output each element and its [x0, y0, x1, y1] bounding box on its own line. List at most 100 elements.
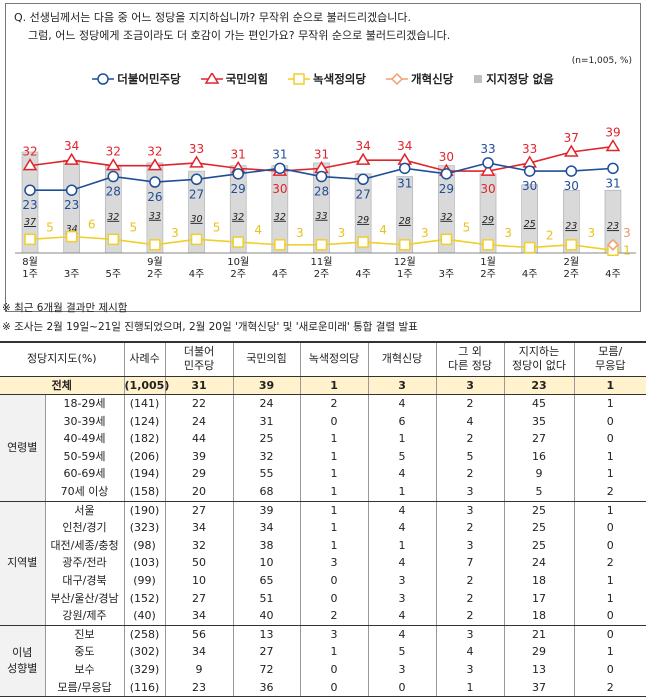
data-point: [606, 238, 620, 251]
table-cell: 16: [503, 447, 575, 466]
table-cell: 1: [299, 501, 369, 520]
table-cell: 27: [232, 643, 301, 661]
table-cell: 4: [367, 625, 437, 644]
table-cell: 31: [164, 376, 234, 396]
table-cell: 1: [299, 483, 369, 502]
table-cell: 0: [573, 536, 646, 555]
row-label: 서울: [74, 503, 95, 517]
table-cell: 2: [435, 607, 505, 626]
table-cell: 3: [367, 589, 437, 608]
table-cell: 1: [573, 501, 646, 520]
table-cell: 72: [232, 661, 301, 679]
table-cell: 0: [573, 519, 646, 537]
data-label: 3: [587, 226, 595, 240]
x-tick-label: 2주: [564, 269, 580, 280]
x-tick-label: 4주: [522, 269, 538, 280]
data-label: 23: [22, 198, 37, 212]
x-tick-label: 8월: [22, 256, 38, 268]
table-cell: 25: [232, 430, 301, 448]
data-label: 30: [272, 182, 287, 196]
legend-label: 개혁신당: [410, 72, 454, 86]
table-cell: 4: [435, 643, 505, 661]
table-cell: (158): [123, 483, 166, 502]
table-cell: 2: [299, 607, 369, 626]
table-cell: 4: [367, 394, 437, 413]
note-2: ※ 조사는 2월 19일~21일 진행되었으며, 2월 20일 '개혁신당' 및…: [2, 321, 418, 333]
data-label: 6: [88, 218, 96, 232]
table-cell: 24: [503, 554, 575, 573]
data-point: [24, 184, 36, 196]
data-label: 33: [480, 142, 495, 156]
table-cell: 0: [573, 430, 646, 448]
data-point: [440, 233, 453, 246]
table-cell: 0: [573, 661, 646, 679]
legend-item: 더불어민주당: [92, 71, 181, 87]
table-cell: 34: [232, 519, 301, 537]
data-label: 26: [147, 190, 162, 204]
table-cell: 0: [573, 625, 646, 644]
data-label: 1: [623, 243, 631, 257]
table-row: 보수 (329) 9 72 0 3 3 13 0: [0, 661, 646, 679]
legend-label: 더불어민주당: [117, 72, 181, 86]
table-cell: 3: [367, 661, 437, 679]
data-point: [232, 236, 244, 248]
row-label: 60-69세: [63, 467, 106, 481]
table-cell: 0: [299, 572, 369, 590]
bar-label: 23: [607, 221, 619, 232]
bar-label: 28: [399, 216, 411, 227]
column-header: 녹색정의당: [299, 342, 369, 377]
table-cell: 25: [503, 536, 575, 555]
data-point: [147, 158, 163, 171]
table-row: 광주/전라 (103) 50 10 3 4 7 24 2: [0, 554, 646, 573]
data-label: 23: [64, 198, 79, 212]
table-cell: 2: [435, 589, 505, 608]
bar-label: 34: [66, 224, 78, 235]
table-cell: 3: [435, 483, 505, 502]
data-point: [315, 170, 328, 183]
data-label: 34: [355, 139, 370, 153]
table-cell: 3: [435, 625, 505, 644]
data-label: 34: [64, 139, 79, 153]
data-point: [399, 239, 411, 251]
data-label: 34: [397, 139, 412, 153]
data-label: 3: [338, 226, 346, 240]
row-label: 30-39세: [63, 414, 106, 428]
table-cell: 24: [232, 394, 301, 413]
data-point: [357, 173, 369, 186]
data-label: 3: [504, 226, 512, 240]
table-cell: (206): [123, 447, 166, 466]
table-cell: 55: [232, 465, 301, 484]
data-label: 31: [231, 147, 246, 161]
table-cell: 10: [164, 572, 234, 590]
data-label: 4: [254, 223, 262, 237]
x-tick-label: 12월: [394, 256, 416, 268]
table-cell: 27: [164, 501, 234, 520]
table-cell: 34: [164, 643, 234, 661]
x-tick-label: 4주: [189, 269, 205, 280]
data-point: [355, 152, 371, 165]
table-cell: 1: [299, 430, 369, 448]
data-label: 31: [314, 147, 329, 161]
table-cell: 4: [367, 554, 437, 573]
table-cell: 0: [573, 412, 646, 431]
table-cell: 4: [367, 465, 437, 484]
table-cell: 38: [232, 536, 301, 555]
data-point: [399, 162, 411, 175]
data-label: 28: [106, 185, 121, 199]
data-point: [523, 165, 536, 177]
bar-label: 23: [565, 221, 577, 232]
legend-marker: [293, 73, 305, 85]
table-cell: 44: [164, 430, 234, 448]
table-cell: 3: [299, 554, 369, 573]
table-cell: 2: [435, 572, 505, 590]
data-label: 2: [546, 229, 554, 243]
data-point: [315, 239, 328, 251]
question-line-2: 그럼, 어느 정당에게 조금이라도 더 호감이 가는 편인가요? 무작위 순으로…: [28, 29, 451, 42]
table-cell: 2: [435, 465, 505, 484]
table-cell: 35: [503, 412, 575, 431]
column-header: 더불어 민주당: [164, 342, 234, 377]
x-tick-label: 2주: [147, 269, 163, 280]
table-cell: 1: [573, 376, 646, 396]
table-cell: 65: [232, 572, 301, 590]
table-cell: 3: [367, 376, 437, 396]
